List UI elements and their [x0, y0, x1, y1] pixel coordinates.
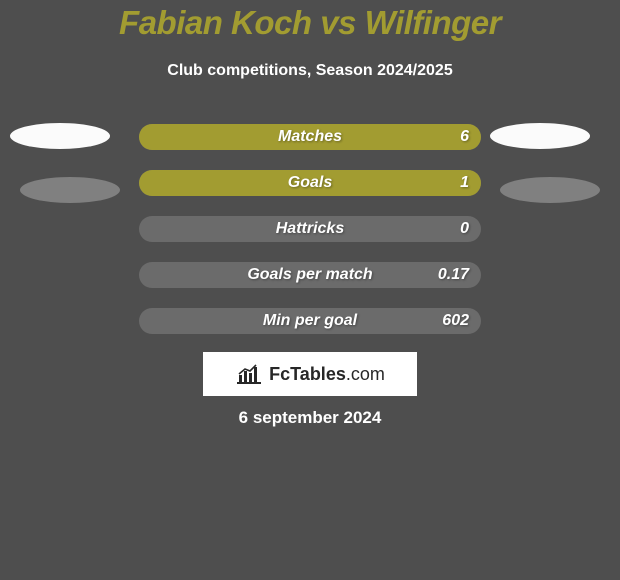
stat-label: Matches [278, 128, 342, 146]
side-ellipse [10, 123, 110, 149]
comparison-title: Fabian Koch vs Wilfinger [0, 4, 620, 42]
stat-label: Goals per match [247, 266, 372, 284]
brand-box: FcTables.com [203, 352, 417, 396]
stat-row: Goals 1 [139, 170, 481, 196]
stat-row: Matches 6 [139, 124, 481, 150]
stat-value: 6 [460, 128, 469, 146]
stat-label: Goals [288, 174, 332, 192]
stat-value: 602 [442, 312, 469, 330]
side-ellipse [20, 177, 120, 203]
stat-row: Min per goal 602 [139, 308, 481, 334]
stat-label: Min per goal [263, 312, 357, 330]
bar-chart-icon [235, 363, 263, 385]
side-ellipse [490, 123, 590, 149]
date-line: 6 september 2024 [0, 408, 620, 428]
stat-label: Hattricks [276, 220, 344, 238]
comparison-subtitle: Club competitions, Season 2024/2025 [0, 62, 620, 80]
stat-row: Hattricks 0 [139, 216, 481, 242]
brand-text: FcTables.com [269, 364, 385, 385]
side-ellipse [500, 177, 600, 203]
stat-value: 0.17 [438, 266, 469, 284]
stat-value: 1 [460, 174, 469, 192]
comparison-canvas: Fabian Koch vs Wilfinger Club competitio… [0, 0, 620, 580]
stat-value: 0 [460, 220, 469, 238]
stat-row: Goals per match 0.17 [139, 262, 481, 288]
